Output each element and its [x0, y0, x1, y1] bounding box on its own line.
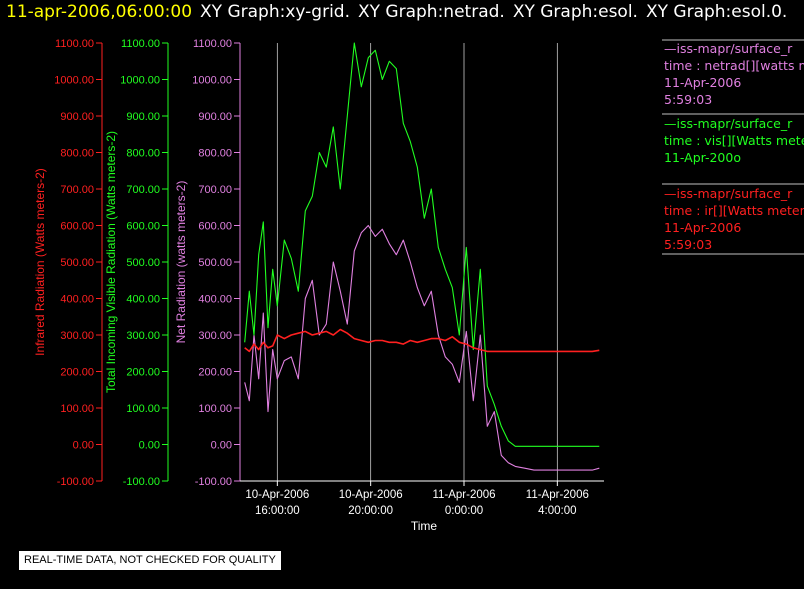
header-graph-label-esol: XY Graph:esol.: [512, 2, 638, 22]
header-graph-label-xy-grid: XY Graph:xy-grid.: [200, 2, 350, 22]
visible-tick-label: 700.00: [126, 184, 160, 196]
legend-line: time : netrad[][watts m: [664, 58, 804, 73]
header-graph-label-esol0: XY Graph:esol.0.: [645, 2, 788, 22]
infrared-tick-label: 700.00: [60, 184, 94, 196]
net-tick-label: 900.00: [198, 111, 232, 123]
x-tick-label-time: 0:00:00: [445, 505, 483, 517]
legend-line: —iss-mapr/surface_r: [664, 186, 793, 201]
legend-line: 5:59:03: [664, 92, 713, 107]
net-tick-label: 1000.00: [192, 75, 232, 87]
infrared-tick-label: 400.00: [60, 294, 94, 306]
infrared-tick-label: 100.00: [60, 403, 94, 415]
visible-tick-label: 800.00: [126, 148, 160, 160]
infrared-tick-label: 800.00: [60, 148, 94, 160]
infrared-tick-label: 1000.00: [54, 75, 94, 87]
net-tick-label: -100.00: [195, 476, 232, 488]
legend-line: time : ir[][Watts meters: [664, 203, 804, 218]
legend-line: 11-Apr-200o: [664, 150, 741, 165]
net-tick-label: 100.00: [198, 403, 232, 415]
x-tick-label-date: 10-Apr-2006: [245, 489, 309, 501]
net-tick-label: 700.00: [198, 184, 232, 196]
legend-line: —iss-mapr/surface_r: [664, 41, 793, 56]
net-tick-label: 500.00: [198, 257, 232, 269]
graph-header: 11-apr-2006,06:00:00 XY Graph:xy-grid. XY …: [6, 2, 787, 22]
x-tick-label-date: 11-Apr-2006: [526, 489, 589, 501]
infrared-tick-label: 500.00: [60, 257, 94, 269]
visible-tick-label: 200.00: [126, 367, 160, 379]
visible-tick-label: 100.00: [126, 403, 160, 415]
legend-line: —iss-mapr/surface_r: [664, 116, 793, 131]
visible-axis-label: Total Incoming Visible Radiation (Watts …: [104, 131, 118, 393]
infrared-tick-label: 300.00: [60, 330, 94, 342]
net-tick-label: 400.00: [198, 294, 232, 306]
infrared-tick-label: 600.00: [60, 221, 94, 233]
visible-tick-label: 1100.00: [121, 38, 160, 50]
header-graph-label-netrad: XY Graph:netrad.: [358, 2, 505, 22]
legend-line: 11-Apr-2006: [664, 75, 742, 90]
infrared-tick-label: 1100.00: [55, 38, 94, 50]
header-timestamp: 11-apr-2006,06:00:00: [6, 2, 193, 22]
net-tick-label: 200.00: [198, 367, 232, 379]
visible-tick-label: 1000.00: [120, 75, 160, 87]
visible-tick-label: 300.00: [126, 330, 160, 342]
legend-line: time : vis[][Watts mete: [664, 133, 804, 148]
net-tick-label: 800.00: [198, 148, 232, 160]
visible-tick-label: 400.00: [126, 294, 160, 306]
legend-line: 5:59:03: [664, 237, 713, 252]
x-tick-label-date: 10-Apr-2006: [339, 489, 403, 501]
infrared-axis-label: Infrared Radiation (Watts meters-2): [33, 168, 47, 356]
visible-tick-label: 900.00: [126, 111, 160, 123]
x-tick-label-time: 4:00:00: [538, 505, 576, 517]
visible-tick-label: -100.00: [123, 476, 160, 488]
net-tick-label: 1100.00: [193, 38, 232, 50]
infrared-tick-label: 200.00: [60, 367, 94, 379]
net-tick-label: 0.00: [211, 440, 232, 452]
x-axis-label: Time: [411, 519, 438, 533]
visible-tick-label: 0.00: [139, 440, 160, 452]
infrared-series-line: [244, 328, 600, 353]
visible-tick-label: 500.00: [126, 257, 160, 269]
x-tick-label-time: 16:00:00: [255, 505, 300, 517]
net-tick-label: 600.00: [198, 221, 232, 233]
x-tick-label-date: 11-Apr-2006: [432, 489, 495, 501]
infrared-tick-label: 900.00: [60, 111, 94, 123]
net-axis-label: Net Radiation (watts meters-2): [174, 181, 188, 344]
net-tick-label: 300.00: [198, 330, 232, 342]
infrared-tick-label: -100.00: [57, 476, 94, 488]
legend-line: 11-Apr-2006: [664, 220, 742, 235]
visible-tick-label: 600.00: [126, 221, 160, 233]
quality-disclaimer: REAL-TIME DATA, NOT CHECKED FOR QUALITY: [19, 551, 281, 570]
visible-series-line: [244, 42, 600, 447]
infrared-tick-label: 0.00: [73, 440, 94, 452]
net-series-line: [244, 224, 600, 471]
x-tick-label-time: 20:00:00: [348, 505, 393, 517]
